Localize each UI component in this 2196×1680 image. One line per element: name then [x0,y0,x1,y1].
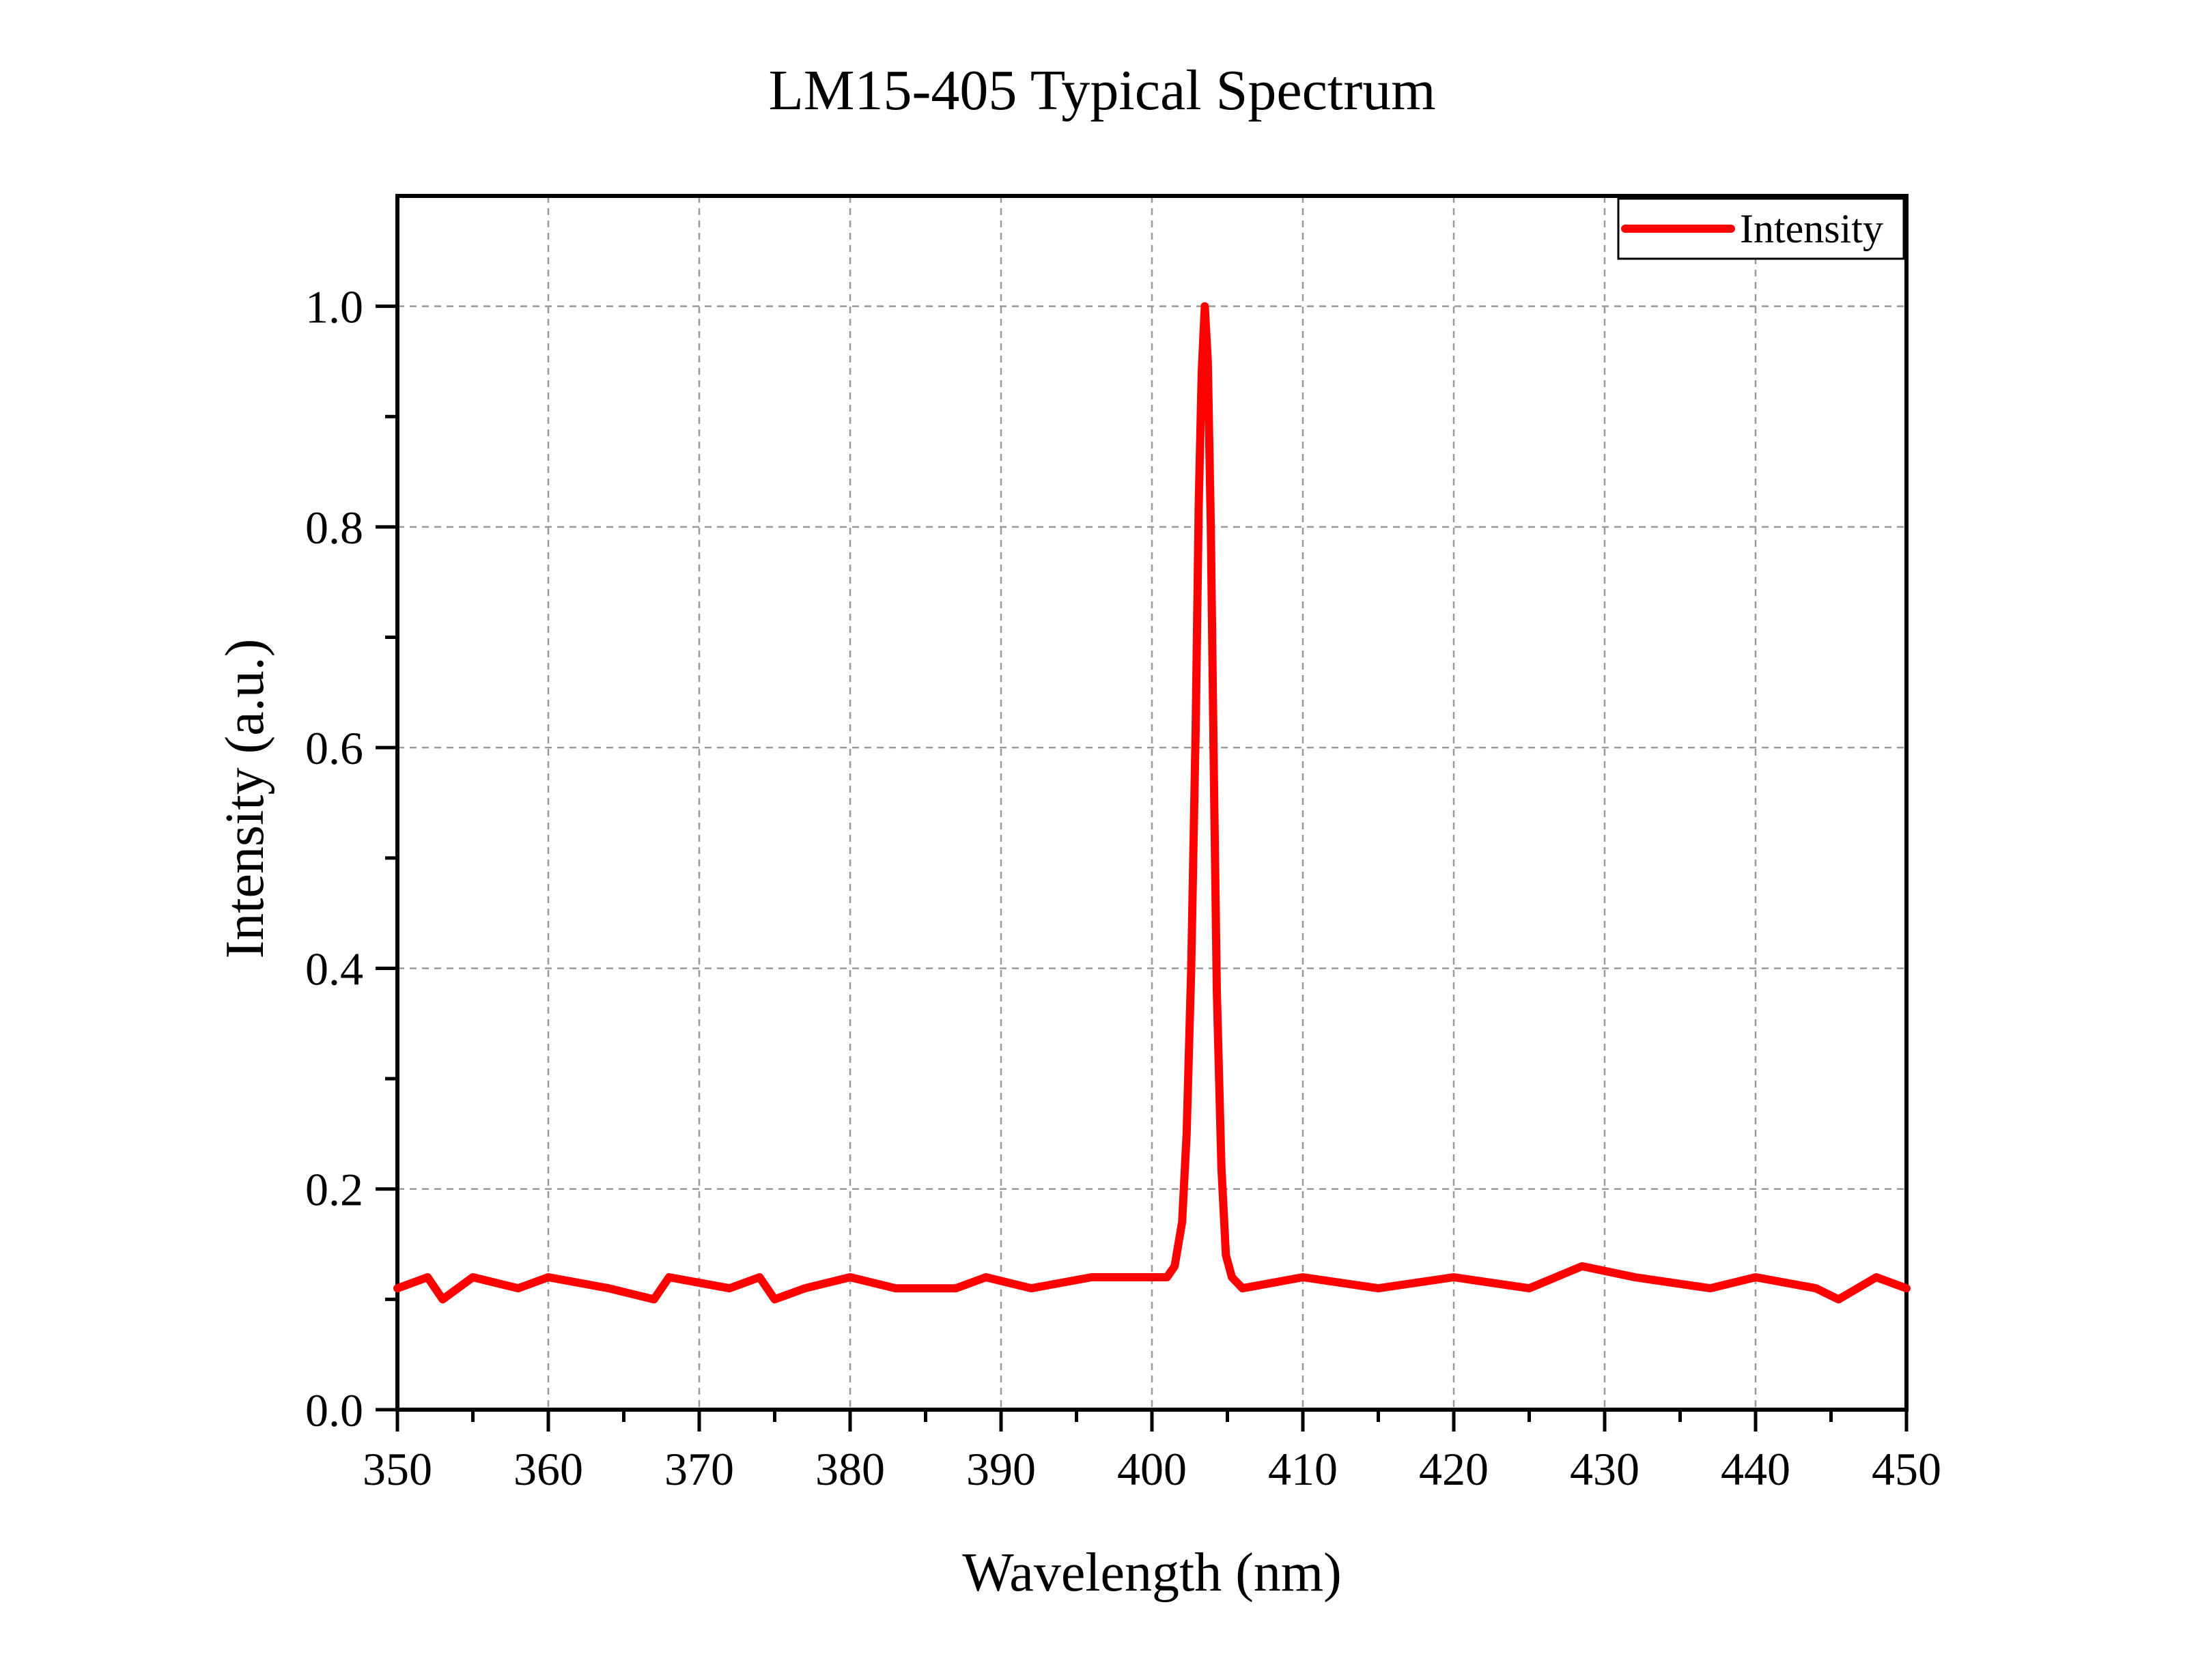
x-tick-label: 400 [1117,1443,1187,1495]
x-tick-label: 420 [1419,1443,1489,1495]
x-axis-label: Wavelength (nm) [962,1543,1342,1603]
legend-box [1617,197,1905,260]
x-tick-label: 440 [1721,1443,1790,1495]
y-axis-label: Intensity (a.u.) [215,639,275,959]
legend-label-intensity: Intensity [1740,206,1883,251]
y-tick-label: 0.8 [305,502,363,554]
x-tick-label: 410 [1268,1443,1338,1495]
y-tick-label: 0.0 [305,1384,363,1436]
y-tick-label: 0.4 [305,943,363,995]
y-tick-label: 0.2 [305,1164,363,1216]
legend: Intensity [1617,197,1905,260]
y-tick-label: 0.6 [305,722,363,774]
x-tick-label: 360 [513,1443,583,1495]
series-intensity-line [393,302,1911,1304]
x-tick-label: 390 [966,1443,1036,1495]
x-tick-label: 430 [1570,1443,1639,1495]
x-tick-label: 450 [1872,1443,1941,1495]
chart-title: LM15-405 Typical Spectrum [768,59,1435,122]
x-tick-label: 370 [664,1443,734,1495]
x-tick-labels: 350 360 370 380 390 400 410 420 430 440 450 [363,1443,1941,1495]
axis-ticks [376,304,1909,1432]
grid-lines [397,196,1906,1410]
y-tick-labels: 0.0 0.2 0.4 0.6 0.8 1.0 [305,281,363,1436]
x-tick-label: 350 [363,1443,432,1495]
x-tick-label: 380 [815,1443,885,1495]
y-tick-label: 1.0 [305,281,363,333]
